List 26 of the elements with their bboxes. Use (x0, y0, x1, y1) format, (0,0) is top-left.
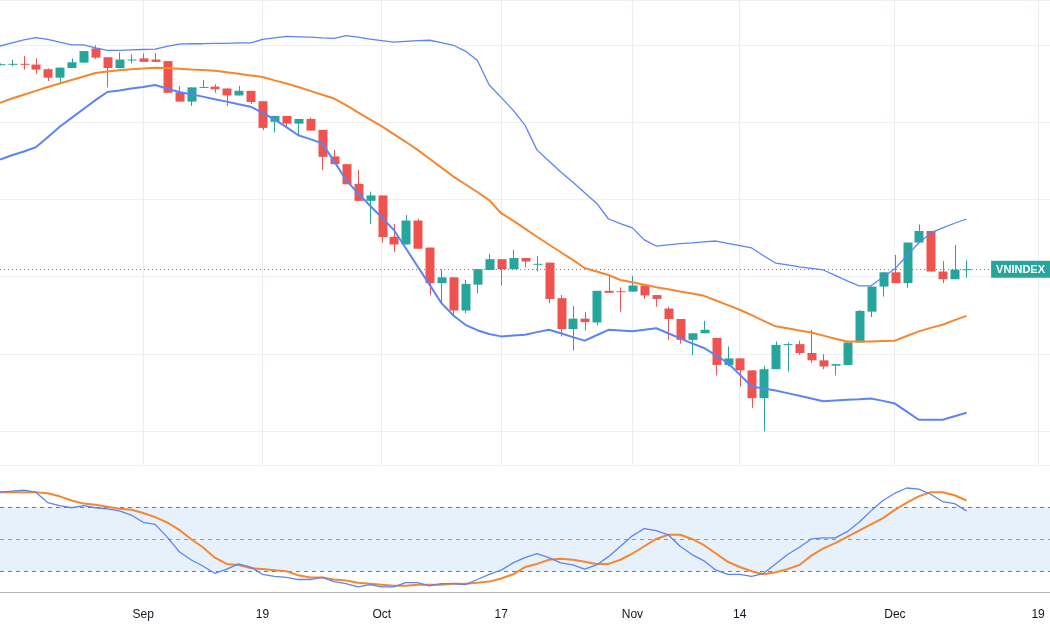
candlestick (891, 254, 901, 284)
candlestick (568, 305, 578, 352)
candlestick (676, 318, 686, 345)
candlestick (20, 55, 30, 71)
candlestick (783, 342, 793, 373)
x-tick-label: 19 (1031, 607, 1046, 622)
x-tick-label: 19 (255, 607, 270, 622)
candlestick (688, 332, 698, 356)
x-tick-label: Dec (884, 607, 906, 622)
candlestick (807, 329, 817, 364)
candlestick (401, 214, 411, 245)
x-tick-label: 14 (733, 607, 747, 622)
ref-line-label: VNINDEX (996, 262, 1046, 275)
candlestick (497, 258, 507, 286)
candlestick (735, 357, 745, 388)
x-tick-label: Oct (372, 607, 392, 622)
candlestick (103, 56, 113, 88)
x-tick-label: 17 (494, 607, 509, 622)
candlestick (366, 191, 376, 225)
x-tick-label: Sep (132, 607, 155, 622)
x-tick-label: Nov (621, 607, 644, 622)
candlestick (879, 271, 889, 298)
candlestick (199, 79, 209, 88)
candlestick (664, 306, 674, 341)
candlestick (938, 260, 948, 284)
candlestick (616, 286, 626, 313)
